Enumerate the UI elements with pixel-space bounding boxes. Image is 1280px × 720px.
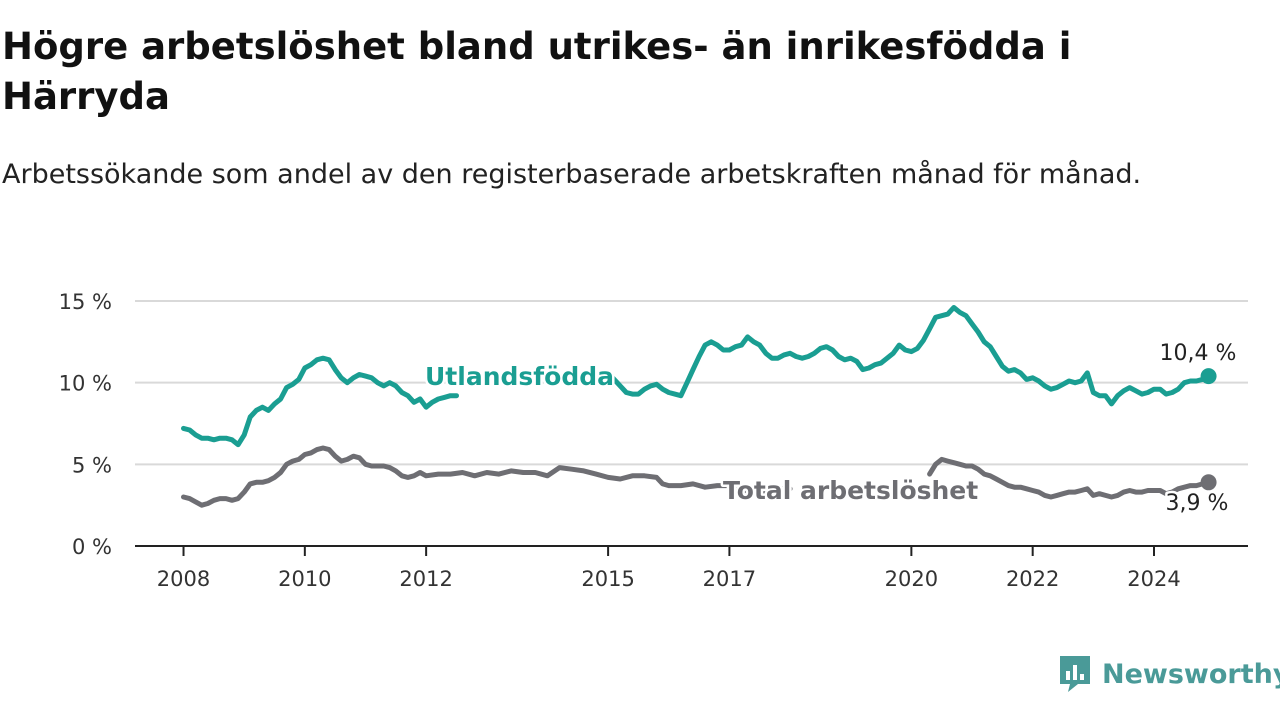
chart-title: Högre arbetslöshet bland utrikes- än inr… [2,25,1072,118]
x-tick-label: 2012 [399,567,452,591]
y-tick-label: 5 % [72,453,112,477]
end-label-utlandsfodda: 10,4 % [1160,341,1237,366]
end-point-total [1200,474,1217,491]
newsworthy-chart-icon [1060,656,1090,692]
series-line-total [181,445,1212,508]
x-tick-label: 2015 [581,567,634,591]
x-tick-label: 2024 [1127,567,1180,591]
y-tick-label: 10 % [59,372,112,396]
x-tick-label: 2017 [703,567,756,591]
x-tick-label: 2022 [1006,567,1059,591]
x-tick-label: 2010 [278,567,331,591]
series-line-utlandsfodda [181,305,1212,448]
x-tick-label: 2008 [157,567,210,591]
chart-subtitle: Arbetssökande som andel av den registerb… [2,159,1142,190]
newsworthy-logo: Newsworthy [1058,654,1280,694]
y-tick-label: 0 % [72,535,112,559]
series-label-total: Total arbetslöshet [723,476,978,505]
y-tick-label: 15 % [59,290,112,314]
line-chart: 0 % 5 % 10 % 15 % 2008 2010 2012 2015 2017 2020 20… [59,290,1248,591]
end-point-utlandsfodda [1200,368,1217,385]
end-label-total: 3,9 % [1166,491,1229,516]
brand-name: Newsworthy [1102,658,1280,690]
series-label-utlandsfodda: Utlandsfödda [425,362,614,391]
x-tick-label: 2020 [885,567,938,591]
